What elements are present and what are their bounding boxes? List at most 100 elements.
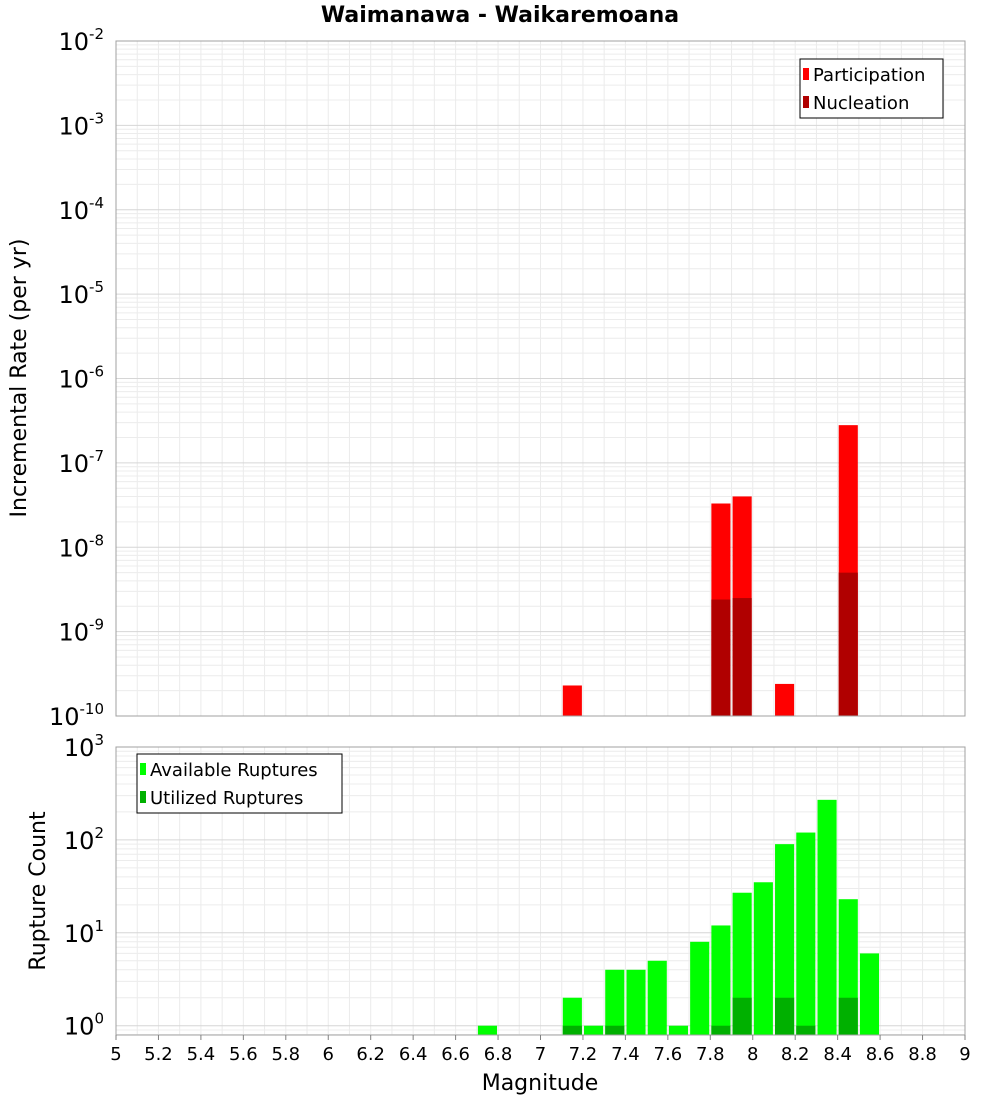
x-tick-label: 7.2	[569, 1044, 598, 1065]
y-tick-label: 10-4	[58, 194, 104, 225]
x-tick-label: 7	[535, 1044, 546, 1065]
x-tick-label: 6.4	[399, 1044, 428, 1065]
y-tick-label: 10-7	[58, 447, 104, 478]
count-bar-primary	[562, 997, 582, 1035]
count-bar-primary	[668, 1025, 689, 1035]
x-tick-label: 5.4	[187, 1044, 216, 1065]
rate-bars	[562, 425, 858, 716]
x-tick-label: 6	[323, 1044, 334, 1065]
x-tick-label: 8.6	[866, 1044, 895, 1065]
x-tick-label: 6.8	[484, 1044, 513, 1065]
y-tick-exponent: -9	[89, 616, 104, 634]
count-bar-primary	[477, 1025, 497, 1035]
count-bars	[477, 799, 880, 1035]
count-bar-secondary	[711, 1025, 731, 1035]
y-tick-exponent: 2	[94, 824, 104, 842]
y-tick-exponent: 3	[94, 731, 104, 749]
y-tick-exponent: 1	[94, 917, 104, 935]
legend-label: Participation	[813, 65, 925, 86]
x-tick-label: 7.8	[696, 1044, 725, 1065]
legend-swatch	[140, 791, 146, 803]
x-tick-label: 5	[110, 1044, 121, 1065]
x-tick-label: 6.6	[441, 1044, 470, 1065]
x-axis-label: Magnitude	[482, 1071, 599, 1096]
legend-label: Utilized Ruptures	[150, 788, 303, 809]
rate-plot-border	[115, 40, 966, 717]
x-tick-label: 8.2	[781, 1044, 810, 1065]
chart-title: Waimanawa - Waikaremoana	[321, 3, 679, 28]
x-tick-label: 5.8	[271, 1044, 300, 1065]
y-tick-label: 10-5	[58, 278, 104, 309]
rate-bar-secondary	[711, 599, 731, 716]
rate-bar-secondary	[838, 572, 858, 716]
count-bar-secondary	[732, 997, 752, 1035]
x-tick-label: 6.2	[356, 1044, 385, 1065]
count-bar-primary	[626, 969, 646, 1035]
x-axis: 5 5.2 5.4 5.6 5.8 6 6.2 6.4 6.6 6.8 7 7.2 7.4 7.6 7.8 8…	[110, 1035, 971, 1065]
rate-bar-primary	[562, 685, 582, 716]
y-tick-base: 10	[58, 450, 89, 478]
legend-swatch	[803, 68, 809, 80]
y-tick-base: 10	[58, 28, 89, 56]
count-bar-primary	[605, 969, 625, 1035]
rate-bar-primary	[775, 683, 795, 716]
count-bar-primary	[584, 1025, 604, 1035]
y-tick-label: 103	[64, 731, 104, 762]
legend-box	[799, 58, 944, 119]
x-tick-label: 5.6	[229, 1044, 258, 1065]
y-tick-base: 10	[58, 281, 89, 309]
count-bar-primary	[775, 844, 795, 1035]
count-legend: Available Ruptures Utilized Ruptures	[136, 753, 343, 814]
count-bar-primary	[711, 925, 731, 1035]
count-bar-primary	[796, 832, 816, 1035]
y-tick-label: 100	[64, 1010, 104, 1041]
y-tick-label: 10-8	[58, 531, 104, 562]
count-bar-primary	[817, 799, 837, 1035]
y-tick-label: 10-3	[58, 109, 104, 140]
y-tick-exponent: -2	[89, 25, 104, 43]
y-tick-label: 10-9	[58, 616, 104, 647]
y-tick-base: 10	[49, 703, 80, 731]
rate-y-ticks: 10-210-310-410-510-610-710-810-910-10	[49, 25, 104, 731]
legend-label: Nucleation	[813, 93, 909, 114]
y-tick-base: 10	[64, 1013, 95, 1041]
count-bar-primary	[753, 882, 773, 1035]
legend-swatch	[140, 763, 146, 775]
rate-gridlines	[115, 41, 966, 717]
y-tick-base: 10	[58, 366, 89, 394]
y-tick-exponent: -6	[89, 363, 104, 381]
legend-box	[136, 753, 343, 814]
y-tick-exponent: -5	[89, 278, 104, 296]
y-tick-exponent: -3	[89, 109, 104, 127]
y-tick-exponent: -8	[89, 531, 104, 549]
y-tick-base: 10	[64, 920, 95, 948]
y-tick-base: 10	[64, 827, 95, 855]
y-tick-label: 10-6	[58, 363, 104, 394]
y-tick-exponent: -10	[80, 700, 105, 718]
y-tick-exponent: -7	[89, 447, 104, 465]
count-bar-primary	[690, 941, 710, 1035]
count-bar-secondary	[796, 1025, 816, 1035]
y-tick-exponent: -4	[89, 194, 104, 212]
x-tick-label: 8.8	[908, 1044, 937, 1065]
y-tick-base: 10	[58, 197, 89, 225]
count-bar-secondary	[605, 1025, 625, 1035]
y-tick-label: 101	[64, 917, 104, 948]
y-tick-label: 102	[64, 824, 104, 855]
y-tick-base: 10	[58, 112, 89, 140]
x-tick-label: 5.2	[144, 1044, 173, 1065]
count-bar-secondary	[838, 997, 858, 1035]
x-tick-label: 8.4	[823, 1044, 852, 1065]
y-tick-base: 10	[58, 619, 89, 647]
x-tick-label: 9	[959, 1044, 970, 1065]
rate-bar-secondary	[732, 598, 752, 716]
y-tick-label: 10-2	[58, 25, 104, 56]
x-tick-label: 7.6	[654, 1044, 683, 1065]
x-tick-label: 7.4	[611, 1044, 640, 1065]
rate-legend: Participation Nucleation	[799, 58, 944, 119]
y-tick-label: 10-10	[49, 700, 104, 731]
y-tick-base: 10	[58, 534, 89, 562]
